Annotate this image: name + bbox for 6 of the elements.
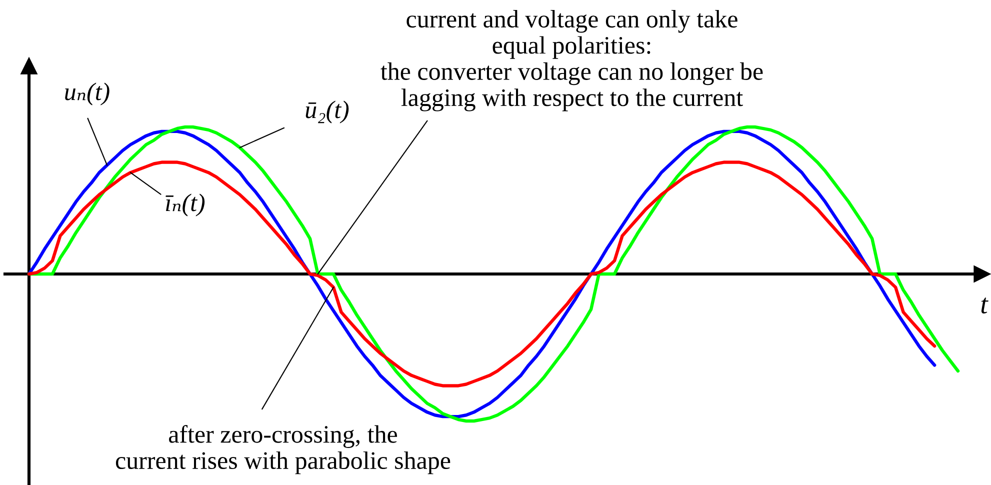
- text: ū₂(t): [306, 100, 349, 124]
- text: current and voltage can only take equal polarities: the converter voltage can no longer be lagging with respect to the current: [380, 10, 763, 112]
- series-label: uₙ(t): [65, 82, 110, 106]
- series-label: īₙ(t): [166, 194, 205, 216]
- x-axis-title: t: [981, 298, 988, 314]
- text: after zero-crossing, the current rises with parabolic shape: [116, 425, 450, 474]
